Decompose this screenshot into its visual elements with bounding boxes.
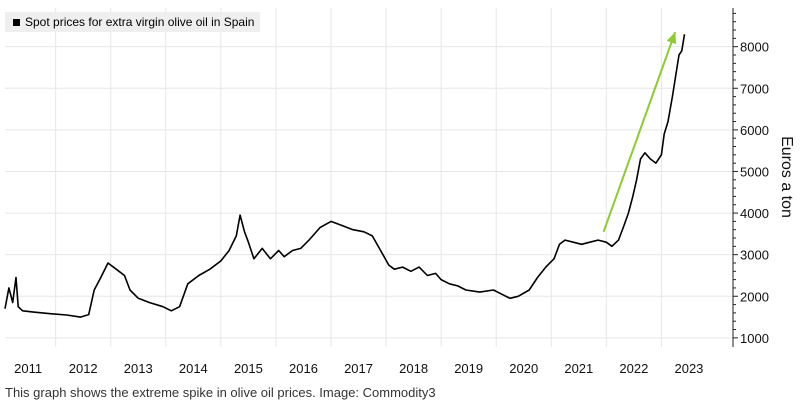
y-tick-label: 7000 xyxy=(740,81,769,96)
x-tick-label: 2016 xyxy=(289,361,318,376)
x-tick-label: 2022 xyxy=(619,361,648,376)
legend-label: Spot prices for extra virgin olive oil i… xyxy=(25,15,255,29)
annotations xyxy=(602,31,677,233)
trend-arrow-head xyxy=(666,32,677,45)
x-tick-label: 2014 xyxy=(179,361,208,376)
y-tick-label: 5000 xyxy=(740,164,769,179)
y-axis-title: Euros a ton xyxy=(778,136,795,218)
legend: Spot prices for extra virgin olive oil i… xyxy=(5,12,261,32)
x-tick-label: 2015 xyxy=(234,361,263,376)
caption: This graph shows the extreme spike in ol… xyxy=(5,385,436,400)
x-tick-label: 2019 xyxy=(454,361,483,376)
legend-swatch xyxy=(13,18,20,26)
y-tick-label: 1000 xyxy=(740,331,769,346)
y-tick-label: 3000 xyxy=(740,248,769,263)
y-tick-label: 4000 xyxy=(740,206,769,221)
series-layer xyxy=(4,34,686,318)
x-tick-label: 2023 xyxy=(674,361,703,376)
y-tick-label: 8000 xyxy=(740,40,769,55)
x-tick-label: 2021 xyxy=(564,361,593,376)
y-tick-label: 6000 xyxy=(740,123,769,138)
trend-arrow-shaft xyxy=(602,31,677,233)
x-axis: 2011 2012 2013 2014 2015 2016 2017 2018 2019 2020… xyxy=(14,361,703,376)
y-tick-label: 2000 xyxy=(740,289,769,304)
x-tick-label: 2018 xyxy=(399,361,428,376)
x-tick-label: 2012 xyxy=(69,361,98,376)
x-tick-label: 2013 xyxy=(124,361,153,376)
y-axis: 1000 2000 3000 4000 5000 6000 7000 8000 xyxy=(732,8,769,347)
series-line xyxy=(4,34,686,318)
x-tick-label: 2011 xyxy=(14,361,42,376)
x-tick-label: 2017 xyxy=(344,361,373,376)
grid xyxy=(5,8,733,347)
x-tick-label: 2020 xyxy=(509,361,538,376)
